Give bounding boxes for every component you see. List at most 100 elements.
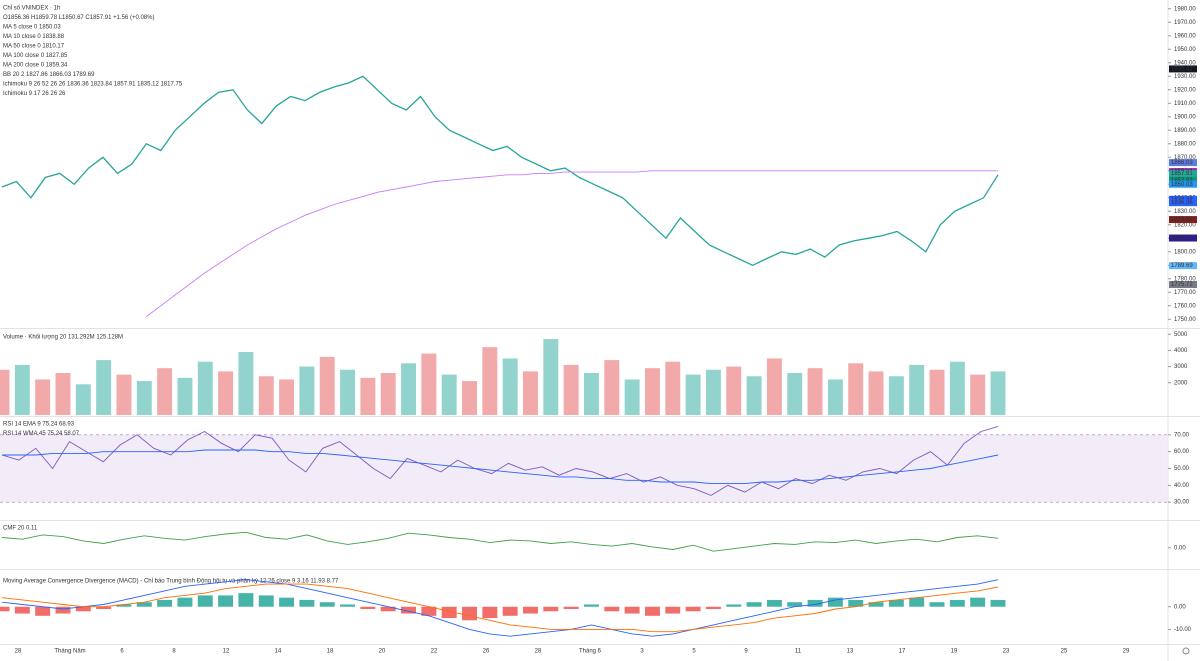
bar xyxy=(96,606,112,609)
y-tick-label: 1900.00 xyxy=(1174,114,1196,120)
time-label: 23 xyxy=(1003,649,1010,655)
bar xyxy=(970,597,986,607)
y-tick-label: 1830.00 xyxy=(1174,209,1196,215)
bar xyxy=(136,602,152,607)
bar xyxy=(929,602,945,607)
series-line xyxy=(1,583,999,633)
bar xyxy=(665,361,681,415)
y-tick-label: 1940.00 xyxy=(1174,60,1196,66)
price-badge xyxy=(1169,281,1197,289)
y-tick-label: 1920.00 xyxy=(1174,87,1196,93)
y-tick-label: 1910.00 xyxy=(1174,101,1196,107)
time-label: 5 xyxy=(692,649,696,655)
time-label: 22 xyxy=(431,649,438,655)
bar xyxy=(279,597,295,607)
time-label: Tháng 6 xyxy=(579,649,602,655)
price-badge xyxy=(1169,180,1197,188)
bar xyxy=(35,606,51,616)
series-line xyxy=(146,170,998,317)
y-tick-label: 1780.00 xyxy=(1174,276,1196,282)
bar xyxy=(949,599,965,607)
bar xyxy=(116,374,132,415)
bar xyxy=(299,599,315,607)
price-badge xyxy=(1169,199,1197,207)
y-tick-label: 1960.00 xyxy=(1174,33,1196,39)
bar xyxy=(441,606,457,619)
bar xyxy=(848,363,864,415)
bar xyxy=(299,366,315,415)
y-tick-label: 50.00 xyxy=(1174,466,1190,472)
y-tick-label: 70.00 xyxy=(1174,432,1190,438)
bar xyxy=(380,373,396,415)
legend-text: Ichimoku 9 17 26 26 26 xyxy=(3,91,66,97)
legend-text: CMF 20 0.11 xyxy=(3,526,38,532)
bar xyxy=(462,381,477,415)
series-line xyxy=(1,579,999,637)
bar xyxy=(563,606,579,609)
settings-icon[interactable] xyxy=(1182,647,1190,655)
y-tick-label: 1930.00 xyxy=(1174,74,1196,80)
y-tick-label: 1760.00 xyxy=(1174,303,1196,309)
time-label: 13 xyxy=(847,649,854,655)
price-badge-label: 1857.91 xyxy=(1171,171,1193,177)
bar xyxy=(888,599,904,607)
bar xyxy=(218,595,234,607)
bar xyxy=(55,606,71,614)
legend-text: MA 100 close 0 1827.85 xyxy=(3,53,68,59)
price-badge-label: 1866.03 xyxy=(1171,160,1193,166)
y-tick-label: 0.00 xyxy=(1174,545,1186,551)
time-label: 11 xyxy=(795,649,802,655)
bar xyxy=(868,371,884,415)
bar xyxy=(787,373,803,415)
time-label: 18 xyxy=(327,649,334,655)
price-badge xyxy=(1169,176,1197,184)
bar xyxy=(888,376,904,415)
legend-text: O1856.36 H1859.78 L1850.67 C1857.91 +1.5… xyxy=(3,15,154,21)
bar xyxy=(726,604,742,607)
bar xyxy=(705,606,721,609)
bar xyxy=(787,602,803,607)
bar xyxy=(583,604,599,607)
bar xyxy=(685,606,701,612)
time-label: Tháng Năm xyxy=(54,649,85,655)
bar xyxy=(827,379,843,415)
bar xyxy=(441,374,457,415)
bar xyxy=(238,593,254,607)
bar xyxy=(604,360,620,415)
bar xyxy=(746,376,762,415)
y-tick-label: -10.00 xyxy=(1174,627,1192,633)
bar xyxy=(523,371,538,415)
y-tick-label: 1800.00 xyxy=(1174,249,1196,255)
bar xyxy=(624,379,640,415)
bar xyxy=(827,597,843,607)
y-tick-label: 4000 xyxy=(1174,348,1188,354)
bar xyxy=(75,606,91,612)
bar xyxy=(55,373,71,415)
bar xyxy=(360,606,376,609)
bar xyxy=(543,339,559,415)
bar xyxy=(970,374,986,415)
time-label: 3 xyxy=(640,649,644,655)
price-badge-label: 1810.17 xyxy=(1171,236,1193,242)
bar xyxy=(157,599,173,607)
y-tick-label: 0.00 xyxy=(1174,604,1186,610)
price-badge-label: 1789.69 xyxy=(1171,263,1193,269)
bar xyxy=(502,606,518,616)
legend-text: RSI 14 WMA 45 75.24 58.07 xyxy=(3,431,80,437)
y-tick-label: 60.00 xyxy=(1174,449,1190,455)
time-label: 20 xyxy=(379,649,386,655)
y-tick-label: 30.00 xyxy=(1174,500,1190,506)
bar xyxy=(766,599,782,607)
price-badge xyxy=(1169,159,1197,167)
time-label: 17 xyxy=(899,649,906,655)
price-badge-label: 1775.72 xyxy=(1171,282,1193,288)
y-tick-label: 2000 xyxy=(1174,380,1188,386)
legend-text: MA 10 close 0 1838.88 xyxy=(3,34,65,40)
bar xyxy=(421,606,437,616)
bar xyxy=(360,377,376,415)
price-badge-label: 1935.42 xyxy=(1171,67,1193,73)
bar xyxy=(807,368,823,415)
rsi-band xyxy=(0,434,1168,503)
bar xyxy=(868,602,884,607)
